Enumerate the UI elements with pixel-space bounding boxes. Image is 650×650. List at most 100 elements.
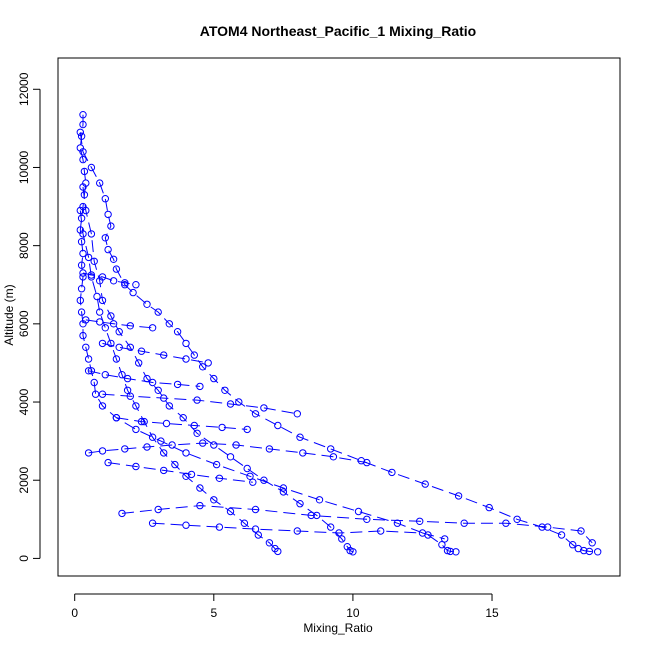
x-axis-label: Mixing_Ratio: [303, 621, 373, 635]
data-point: [168, 441, 176, 449]
data-point: [79, 183, 87, 191]
data-point: [79, 120, 87, 129]
data-point: [173, 380, 182, 389]
data-point: [77, 132, 86, 140]
data-point: [265, 445, 274, 453]
data-point: [260, 476, 268, 484]
data-point: [307, 511, 315, 520]
data-point: [98, 339, 107, 348]
data-point: [84, 367, 93, 375]
data-point: [335, 529, 343, 537]
data-point: [118, 371, 126, 379]
data-point: [90, 257, 98, 265]
data-point: [121, 445, 129, 453]
data-point: [313, 511, 321, 520]
plot-area-frame: [57, 57, 621, 577]
data-point: [485, 503, 493, 512]
data-point: [279, 488, 288, 496]
data-point: [104, 458, 112, 467]
data-point: [354, 507, 363, 516]
data-point: [121, 279, 129, 287]
data-point: [193, 429, 201, 437]
data-point: [126, 322, 135, 330]
data-point: [79, 269, 87, 277]
data-point: [148, 378, 157, 387]
series-line: [79, 114, 456, 553]
data-point: [293, 410, 301, 418]
data-point: [416, 517, 424, 525]
data-point: [82, 316, 90, 324]
data-point: [112, 355, 121, 363]
data-point: [274, 547, 282, 556]
data-point: [441, 535, 449, 543]
data-point: [76, 206, 85, 215]
data-point: [137, 417, 146, 426]
data-point: [557, 531, 566, 539]
data-point: [132, 402, 140, 410]
data-point: [80, 167, 89, 176]
data-point: [243, 464, 251, 473]
data-point: [90, 378, 98, 387]
data-point: [363, 458, 371, 467]
data-point: [98, 447, 107, 455]
data-point: [251, 525, 260, 533]
data-point: [349, 548, 357, 556]
data-points: [76, 111, 602, 556]
data-point: [77, 285, 86, 293]
data-point: [98, 273, 107, 281]
data-point: [460, 519, 468, 527]
data-point: [210, 496, 218, 504]
data-point: [254, 531, 262, 539]
data-point: [446, 547, 454, 556]
data-point: [538, 523, 546, 531]
data-point: [123, 374, 132, 383]
data-point: [148, 433, 157, 441]
chart-title: ATOM4 Northeast_Pacific_1 Mixing_Ratio: [200, 23, 476, 39]
data-point: [338, 535, 346, 543]
data-point: [296, 500, 304, 508]
series-line: [152, 522, 445, 540]
data-point: [107, 339, 115, 348]
data-point: [363, 515, 371, 523]
data-point: [154, 505, 162, 514]
data-point: [299, 449, 307, 457]
series-line: [79, 132, 598, 553]
data-point: [377, 527, 385, 535]
data-point: [454, 492, 463, 500]
data-point: [160, 466, 168, 475]
series-line: [88, 370, 200, 387]
data-point: [132, 462, 140, 471]
y-tick-label: 12000: [17, 72, 31, 106]
data-point: [171, 460, 179, 469]
data-point: [84, 449, 93, 457]
y-axis: 0 2000 4000 6000 8000 10000 12000: [17, 72, 41, 562]
data-point: [79, 111, 87, 119]
series-line: [88, 442, 367, 464]
x-tick-label: 5: [210, 606, 217, 620]
data-point: [107, 312, 115, 320]
data-point: [87, 271, 96, 279]
x-tick-label: 15: [485, 606, 499, 620]
data-point: [315, 496, 324, 504]
data-point: [215, 474, 224, 482]
data-point: [588, 539, 596, 547]
data-point: [190, 351, 199, 359]
data-point: [210, 374, 218, 383]
data-point: [112, 265, 121, 273]
data-point: [265, 539, 274, 547]
data-point: [76, 128, 85, 137]
data-point: [98, 390, 107, 398]
data-point: [148, 324, 157, 332]
data-point: [96, 179, 104, 187]
data-point: [210, 441, 218, 449]
data-point: [585, 547, 594, 556]
data-point: [109, 255, 118, 263]
x-tick-label: 10: [346, 606, 360, 620]
data-point: [160, 449, 168, 457]
data-point: [438, 541, 446, 549]
data-point: [187, 470, 196, 479]
data-point: [109, 320, 118, 328]
series-line: [116, 417, 248, 430]
data-point: [115, 328, 123, 336]
data-point: [101, 324, 110, 332]
